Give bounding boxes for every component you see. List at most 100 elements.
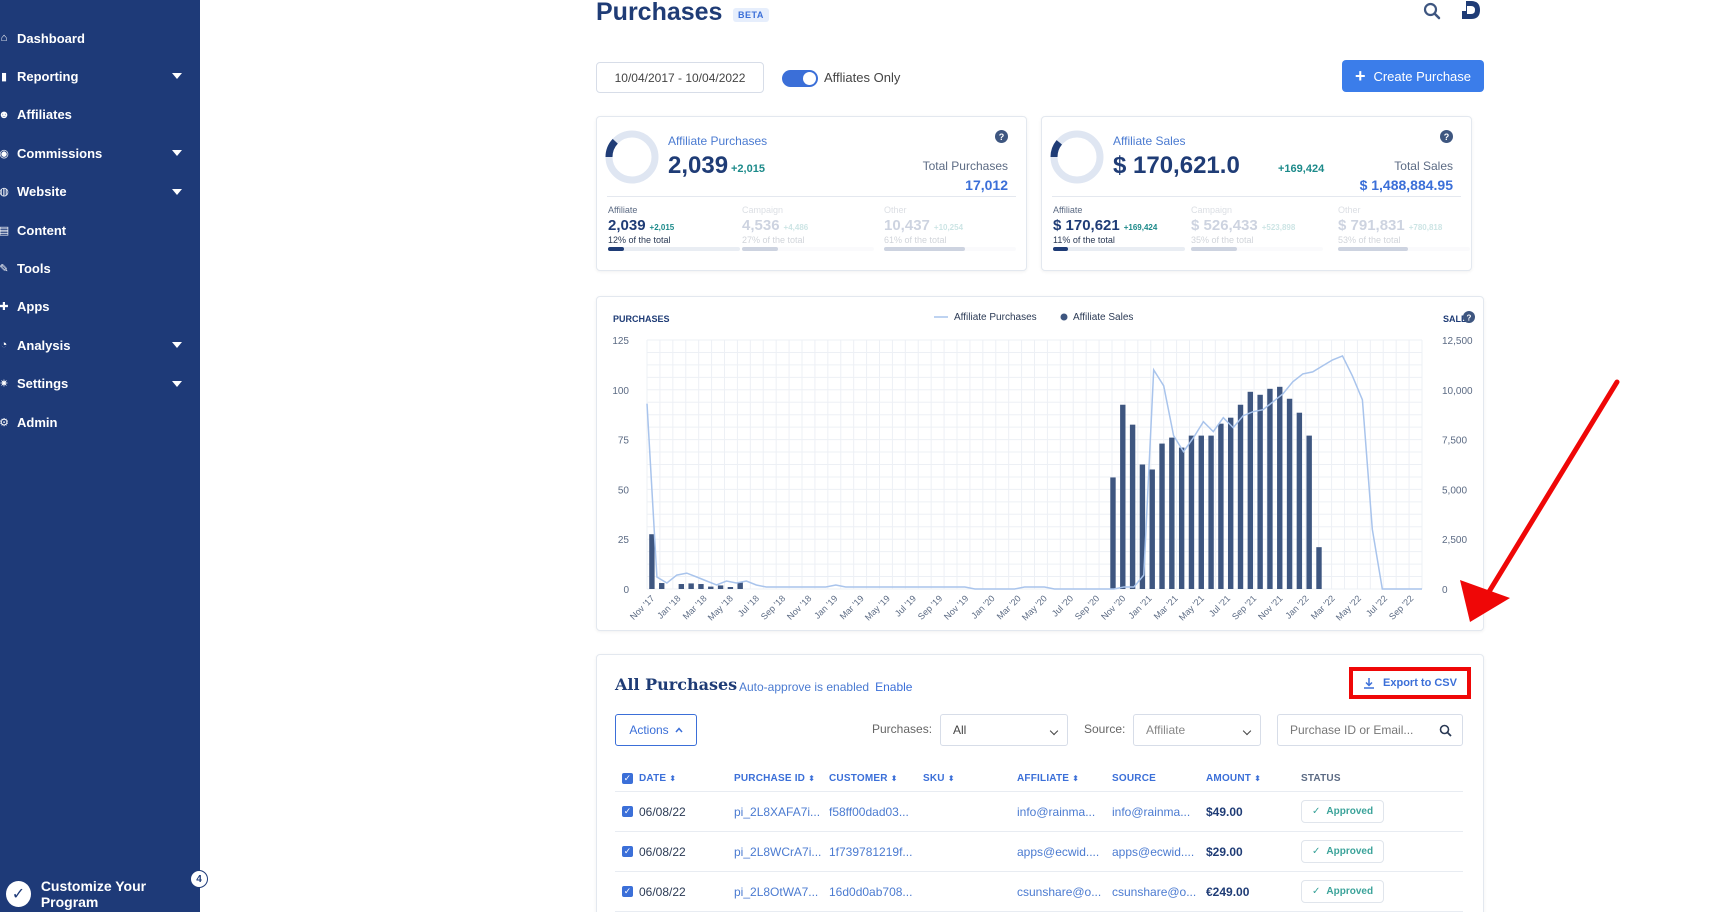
breakdown-value: 4,536 +4,486 xyxy=(742,217,809,234)
cell-source[interactable]: apps@ecwid.... xyxy=(1112,844,1195,859)
y-tick-label-left: 25 xyxy=(618,535,630,546)
breakdown-campaign: Campaign $ 526,433 +523,898 35% of the tota… xyxy=(1191,205,1331,251)
sidebar-item-analysis[interactable]: ◔ Analysis xyxy=(0,330,200,360)
puzzle-icon: ✚ xyxy=(0,301,9,314)
y-tick-label-right: 5,000 xyxy=(1442,485,1467,496)
sidebar-item-reporting[interactable]: ▮ Reporting xyxy=(0,61,200,91)
sidebar-item-website[interactable]: ◍ Website xyxy=(0,177,200,207)
cell-affiliate[interactable]: csunshare@o... xyxy=(1017,884,1102,899)
affiliate-sales-card: Affiliate Sales $ 170,621.0 +169,424? Total… xyxy=(1041,116,1472,271)
source-filter-select[interactable]: Affiliate xyxy=(1133,714,1261,746)
customize-program-button[interactable]: ✓ Customize Your Program 4 xyxy=(0,870,208,912)
x-tick-label: Jan '22 xyxy=(1283,593,1310,620)
breakdown-delta: +10,254 xyxy=(933,223,964,232)
sidebar-item-commissions[interactable]: ◉ Commissions xyxy=(0,138,200,168)
cell-customer[interactable]: 16d0d0ab708... xyxy=(829,884,913,899)
sales-bar xyxy=(717,585,724,589)
cell-purchase-id[interactable]: pi_2L8XAFA7i... xyxy=(734,804,821,819)
cell-affiliate[interactable]: info@rainma... xyxy=(1017,804,1096,819)
cell-source[interactable]: csunshare@o... xyxy=(1112,884,1197,899)
sales-bar xyxy=(1267,388,1273,589)
table-row[interactable]: ✓ 06/08/22 pi_2L8OtWA7... 16d0d0ab708... csu… xyxy=(615,872,1463,912)
date-range-picker[interactable]: 10/04/2017 - 10/04/2022 xyxy=(596,62,764,93)
actions-dropdown[interactable]: Actions xyxy=(615,714,697,746)
stat-total-label: Total Sales xyxy=(1394,159,1453,173)
stat-value: $ 170,621.0 xyxy=(1113,152,1240,179)
x-tick-label: Mar '22 xyxy=(1309,593,1337,621)
cell-purchase-id[interactable]: pi_2L8OtWA7... xyxy=(734,884,819,899)
source-filter-value: Affiliate xyxy=(1146,723,1186,737)
affiliates-only-toggle[interactable] xyxy=(782,70,818,87)
cell-customer[interactable]: f58ff00dad03... xyxy=(829,804,909,819)
sidebar-item-apps[interactable]: ✚ Apps xyxy=(0,292,200,322)
col-amount[interactable]: AMOUNT ⬍ xyxy=(1206,773,1261,784)
table-row[interactable]: ✓ 06/08/22 pi_2L8WCrA7i... 1f739781219f... a… xyxy=(615,832,1463,872)
cell-customer[interactable]: 1f739781219f... xyxy=(829,844,913,859)
enable-link[interactable]: Enable xyxy=(875,680,913,694)
sales-bar xyxy=(1139,464,1146,589)
chevron-down-icon xyxy=(1242,726,1252,736)
sidebar-item-label: Affiliates xyxy=(17,107,72,123)
x-tick-label: Mar '20 xyxy=(995,593,1023,621)
search-icon[interactable] xyxy=(1423,2,1441,20)
y-axis-title-left: PURCHASES xyxy=(613,314,670,324)
legend-label: Affiliate Sales xyxy=(1073,312,1133,323)
cell-source[interactable]: info@rainma... xyxy=(1112,804,1191,819)
cell-purchase-id[interactable]: pi_2L8WCrA7i... xyxy=(734,844,822,859)
x-tick-label: Mar '21 xyxy=(1152,593,1180,621)
breakdown-label: Other xyxy=(884,205,907,215)
breakdown-delta: +2,015 xyxy=(649,223,675,232)
export-csv-button[interactable]: Export to CSV xyxy=(1349,667,1471,699)
sidebar-item-tools[interactable]: ✎ Tools xyxy=(0,253,200,283)
x-tick-label: Nov '21 xyxy=(1256,593,1284,621)
y-tick-label-right: 10,000 xyxy=(1442,386,1473,397)
x-tick-label: May '21 xyxy=(1177,593,1206,622)
x-tick-label: Nov '17 xyxy=(628,593,656,621)
col-date[interactable]: DATE ⬍ xyxy=(639,773,677,784)
sidebar-item-affiliates[interactable]: ☻ Affiliates xyxy=(0,100,200,130)
table-row[interactable]: ✓ 06/08/22 pi_2L8XAFA7i... f58ff00dad03... i… xyxy=(615,792,1463,832)
row-checkbox[interactable]: ✓ xyxy=(622,886,633,897)
help-icon[interactable]: ? xyxy=(1440,130,1453,143)
x-tick-label: Jan '21 xyxy=(1126,593,1153,620)
sidebar-item-dashboard[interactable]: ⌂ Dashboard xyxy=(0,23,200,53)
create-purchase-button[interactable]: + Create Purchase xyxy=(1342,60,1484,92)
app-logo-icon[interactable] xyxy=(1460,0,1482,20)
select-all-checkbox[interactable]: ✓ xyxy=(622,773,633,784)
stat-value: 2,039 xyxy=(668,152,729,179)
breakdown-label: Affiliate xyxy=(608,205,638,215)
stat-total-value: $ 1,488,884.95 xyxy=(1359,177,1453,193)
sidebar-item-content[interactable]: ▤ Content xyxy=(0,215,200,245)
cell-affiliate[interactable]: apps@ecwid.... xyxy=(1017,844,1100,859)
breakdown-percent: 12% of the total xyxy=(608,235,671,245)
breakdown-percent: 61% of the total xyxy=(884,235,947,245)
sidebar-item-label: Analysis xyxy=(17,337,71,353)
row-checkbox[interactable]: ✓ xyxy=(622,806,633,817)
col-customer[interactable]: CUSTOMER ⬍ xyxy=(829,773,898,784)
dashboard-icon: ⌂ xyxy=(0,32,8,44)
sidebar-item-settings[interactable]: ✷ Settings xyxy=(0,369,200,399)
x-tick-label: May '20 xyxy=(1020,593,1049,622)
breakdown-progress-fill xyxy=(1053,247,1068,251)
purchases-filter-label: Purchases: xyxy=(872,722,933,736)
purchase-search-input[interactable]: Purchase ID or Email... xyxy=(1277,714,1463,746)
stat-divider xyxy=(1052,196,1461,197)
auto-approve-text: Auto-approve is enabled xyxy=(739,680,870,694)
sidebar-item-admin[interactable]: ⚙ Admin xyxy=(0,407,200,437)
help-icon[interactable]: ? xyxy=(995,130,1008,143)
check-icon: ✓ xyxy=(1312,886,1321,897)
chevron-down-icon xyxy=(1049,726,1059,736)
row-checkbox[interactable]: ✓ xyxy=(622,846,633,857)
auto-approve-status: Auto-approve is enabled Enable xyxy=(739,680,912,694)
breakdown-progress xyxy=(884,247,1016,251)
download-icon xyxy=(1364,678,1375,689)
sales-bar xyxy=(1169,437,1175,589)
chevron-down-icon xyxy=(172,73,182,80)
col-purchase-id[interactable]: PURCHASE ID ⬍ xyxy=(734,773,816,784)
check-circle-icon: ✓ xyxy=(6,881,31,907)
purchases-filter-select[interactable]: All xyxy=(940,714,1068,746)
col-affiliate[interactable]: AFFILIATE ⬍ xyxy=(1017,773,1080,784)
col-sku[interactable]: SKU ⬍ xyxy=(923,773,955,784)
search-icon[interactable] xyxy=(1439,724,1452,737)
x-tick-label: Jan '19 xyxy=(812,593,839,620)
